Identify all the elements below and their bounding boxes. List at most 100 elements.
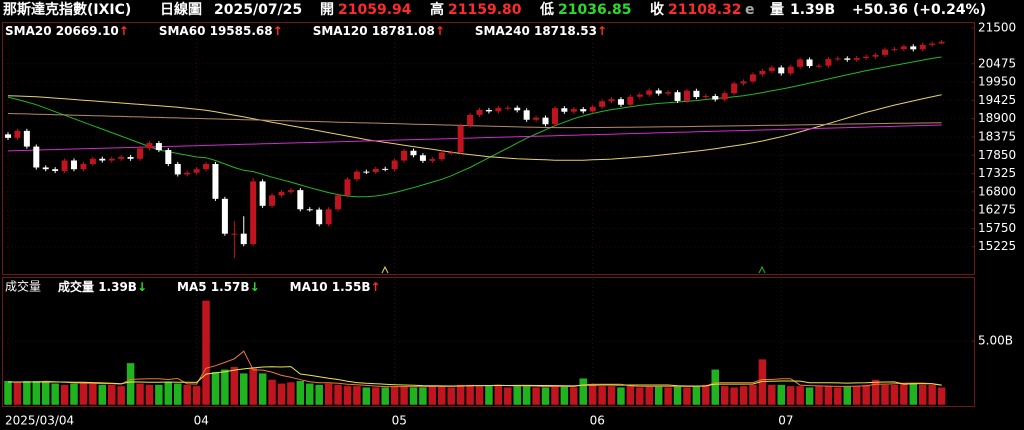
candle-body bbox=[721, 93, 728, 100]
legend-arrow: ↑ bbox=[273, 24, 283, 38]
volume-bar bbox=[220, 369, 230, 406]
candle-body bbox=[929, 43, 936, 45]
candle-body bbox=[259, 181, 266, 206]
candle-body bbox=[391, 160, 398, 170]
volume-bar bbox=[654, 385, 663, 406]
volume-bar bbox=[239, 372, 248, 406]
volume-bar bbox=[739, 385, 748, 406]
volume-bar bbox=[192, 385, 201, 406]
volume-bar bbox=[258, 372, 267, 406]
candle-body bbox=[863, 56, 870, 59]
candle-body bbox=[740, 81, 747, 84]
volume-bar bbox=[560, 385, 569, 406]
volume-bar bbox=[786, 385, 795, 406]
candle-body bbox=[287, 190, 294, 192]
candle-body bbox=[872, 54, 879, 57]
candle-body bbox=[938, 41, 945, 44]
volume-bar bbox=[475, 385, 484, 406]
candle-body bbox=[768, 67, 775, 71]
volume-bar bbox=[767, 384, 777, 406]
volume-bar bbox=[720, 385, 729, 406]
candle-body bbox=[674, 92, 681, 101]
legend-entry: MA10 1.55B↑ bbox=[290, 280, 381, 294]
candle-body bbox=[278, 191, 285, 196]
candle-body bbox=[401, 150, 408, 161]
volume-bar bbox=[465, 384, 475, 406]
candle-body bbox=[844, 58, 851, 60]
symbol: 那斯達克指數(IXIC) bbox=[3, 1, 131, 18]
candle-body bbox=[778, 67, 785, 74]
legend-name: SMA20 bbox=[5, 24, 52, 38]
volume-bar bbox=[701, 384, 711, 406]
volume-bar bbox=[437, 385, 447, 406]
candle-body bbox=[99, 158, 106, 161]
volume-bar bbox=[880, 384, 890, 406]
volume-bar bbox=[522, 385, 531, 406]
ma-line bbox=[7, 94, 942, 161]
legend-arrow: ↑ bbox=[119, 24, 129, 38]
legend-value: 1.57B bbox=[211, 280, 250, 294]
candle-body bbox=[146, 143, 153, 149]
candle-body bbox=[108, 158, 115, 161]
candle-body bbox=[203, 163, 210, 170]
candle-body bbox=[910, 46, 917, 50]
volume-bar bbox=[343, 385, 352, 406]
volume-bar bbox=[116, 385, 126, 406]
volume-bar bbox=[663, 386, 673, 406]
candle-body bbox=[33, 146, 40, 168]
candle-body bbox=[269, 195, 276, 206]
volume-bar bbox=[748, 384, 758, 406]
candle-body bbox=[448, 152, 455, 154]
ma-line bbox=[8, 366, 942, 387]
y-tick-label: 17850 bbox=[978, 148, 1016, 162]
volume-bar bbox=[550, 385, 560, 406]
volume-bar bbox=[305, 383, 315, 406]
legend-name: SMA60 bbox=[159, 24, 206, 38]
volume-bar bbox=[890, 384, 899, 406]
volume-bar bbox=[852, 385, 861, 406]
volume-bar bbox=[711, 369, 720, 406]
candle-body bbox=[919, 44, 926, 50]
candle-body bbox=[382, 168, 389, 170]
candle-body bbox=[438, 152, 445, 160]
volume-bar bbox=[22, 380, 32, 406]
candle-body bbox=[665, 92, 672, 94]
legend-value: 18718.53 bbox=[534, 24, 597, 38]
volume-bar bbox=[145, 384, 154, 406]
candle-body bbox=[815, 65, 822, 67]
candle-body bbox=[759, 70, 766, 75]
y-tick-label: 20475 bbox=[978, 56, 1016, 70]
candle-body bbox=[693, 90, 700, 98]
candle-body bbox=[71, 160, 78, 170]
y-tick-label: 18375 bbox=[978, 129, 1016, 143]
volume-bar bbox=[861, 384, 871, 406]
volume-bar bbox=[871, 379, 880, 406]
volume-bar bbox=[484, 385, 494, 406]
candle-body bbox=[636, 94, 643, 97]
candle-body bbox=[174, 163, 181, 175]
volume-bar bbox=[814, 385, 824, 406]
volume-bar bbox=[154, 384, 164, 406]
candle-body bbox=[900, 46, 907, 50]
volume-bar bbox=[50, 383, 60, 406]
volume-bar bbox=[182, 384, 192, 406]
volume-bar bbox=[937, 387, 946, 406]
candle-body bbox=[155, 143, 162, 151]
candle-body bbox=[749, 74, 756, 82]
high-label: 高 bbox=[430, 1, 444, 18]
x-tick-label: 06 bbox=[590, 414, 605, 428]
volume-bar bbox=[324, 383, 333, 406]
volume-bar bbox=[607, 385, 616, 406]
legend-entry: SMA60 19585.68↑ bbox=[159, 24, 283, 38]
volume-bar bbox=[578, 377, 588, 406]
candle-body bbox=[5, 134, 11, 138]
volume-pane bbox=[2, 277, 975, 407]
volume-bar bbox=[362, 386, 371, 406]
volume-bar bbox=[352, 385, 362, 406]
candle-body bbox=[504, 107, 511, 109]
volume-bar bbox=[333, 384, 343, 406]
ma-line bbox=[7, 124, 942, 152]
candle-body bbox=[834, 58, 841, 60]
